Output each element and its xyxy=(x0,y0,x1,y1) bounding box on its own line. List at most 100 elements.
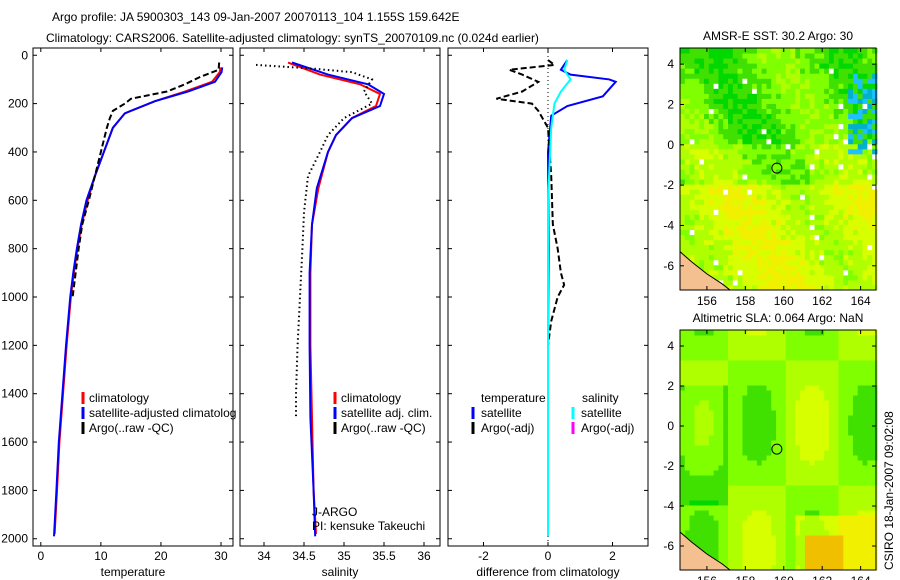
map-cell xyxy=(790,224,796,230)
map-cell xyxy=(780,214,787,220)
map-cell xyxy=(824,239,830,246)
argo-location-marker xyxy=(771,443,783,455)
map-cell xyxy=(732,400,739,406)
map-cell xyxy=(785,83,791,89)
map-cell xyxy=(747,455,753,461)
map-cell xyxy=(766,530,772,536)
map-cell xyxy=(737,545,743,551)
map-cell xyxy=(771,365,777,371)
map-cell xyxy=(819,560,825,566)
map-cell xyxy=(828,123,835,130)
map-cell xyxy=(790,395,796,401)
map-cell xyxy=(699,239,705,246)
map-cell xyxy=(694,214,700,220)
map-cell xyxy=(804,510,811,516)
map-cell xyxy=(723,555,729,561)
map-cell xyxy=(848,335,854,341)
map-cell xyxy=(795,83,801,89)
map-cell xyxy=(804,158,811,165)
map-cell xyxy=(790,58,796,64)
map-cell xyxy=(828,58,835,64)
map-cell xyxy=(747,520,753,526)
map-cell xyxy=(766,138,772,145)
map-cell xyxy=(872,163,878,170)
map-cell xyxy=(867,435,873,441)
map-cell xyxy=(824,174,830,180)
map-cell xyxy=(862,475,868,481)
map-cell xyxy=(795,450,801,456)
legend-label: Argo(..raw -QC) xyxy=(341,421,426,435)
map-cell xyxy=(747,259,753,266)
map-cell xyxy=(872,500,878,506)
map-cell xyxy=(747,279,753,286)
map-cell xyxy=(737,440,743,446)
map-cell xyxy=(780,450,787,456)
map-cell xyxy=(728,560,734,566)
map-cell xyxy=(857,525,864,531)
map-cell xyxy=(790,163,796,170)
map-cell xyxy=(728,204,734,210)
map-cell xyxy=(694,174,700,180)
map-cell xyxy=(771,224,777,230)
map-cell xyxy=(713,234,719,241)
legend-label: climatology xyxy=(89,391,149,405)
map-cell xyxy=(708,194,715,200)
map-cell xyxy=(737,179,743,185)
map-cell xyxy=(704,249,710,256)
map-cell xyxy=(814,380,820,386)
map-cell xyxy=(857,133,864,140)
map-cell xyxy=(747,480,753,486)
map-cell xyxy=(790,485,796,491)
map-cell xyxy=(872,565,878,571)
map-cell xyxy=(872,133,878,140)
map-cell xyxy=(771,335,777,341)
map-cell xyxy=(728,495,734,501)
map-cell xyxy=(742,179,748,185)
map-cell xyxy=(814,515,820,521)
map-cell xyxy=(737,550,743,556)
map-cell xyxy=(838,148,844,155)
map-cell xyxy=(809,515,816,521)
map-cell xyxy=(776,204,782,210)
map-cell xyxy=(862,118,868,125)
map-cell xyxy=(800,350,806,356)
map-cell xyxy=(804,284,811,291)
map-cell xyxy=(848,169,854,175)
map-cell xyxy=(819,395,825,401)
map-cell xyxy=(838,189,844,195)
map-cell xyxy=(708,224,715,230)
map-cell xyxy=(680,415,686,421)
map-cell xyxy=(795,53,801,59)
map-cell xyxy=(689,360,695,366)
map-cell xyxy=(737,48,743,54)
map-cell xyxy=(852,425,859,431)
map-cell xyxy=(838,420,844,426)
map-cell xyxy=(867,73,873,79)
legend-title: salinity xyxy=(582,391,619,405)
map-cell xyxy=(852,415,859,421)
map-cell xyxy=(771,78,777,84)
map-cell xyxy=(852,83,859,89)
map-cell xyxy=(862,153,868,160)
map-cell xyxy=(732,254,739,261)
map-cell xyxy=(852,495,859,501)
map-cell xyxy=(804,128,811,135)
map-cell xyxy=(694,390,700,396)
map-cell xyxy=(752,395,758,401)
map-cell xyxy=(843,108,849,115)
map-cell xyxy=(862,455,868,461)
map-cell xyxy=(824,375,830,381)
map-cell xyxy=(828,264,835,271)
map-cell xyxy=(680,53,686,59)
map-cell xyxy=(785,525,791,531)
map-cell xyxy=(742,505,748,511)
map-cell xyxy=(704,355,710,361)
map-cell xyxy=(795,274,801,281)
map-cell xyxy=(862,500,868,506)
map-cell xyxy=(867,68,873,74)
map-cell xyxy=(833,410,840,416)
map-cell xyxy=(862,450,868,456)
map-cell xyxy=(867,350,873,356)
map-cell xyxy=(771,148,777,155)
map-cell xyxy=(699,535,705,541)
